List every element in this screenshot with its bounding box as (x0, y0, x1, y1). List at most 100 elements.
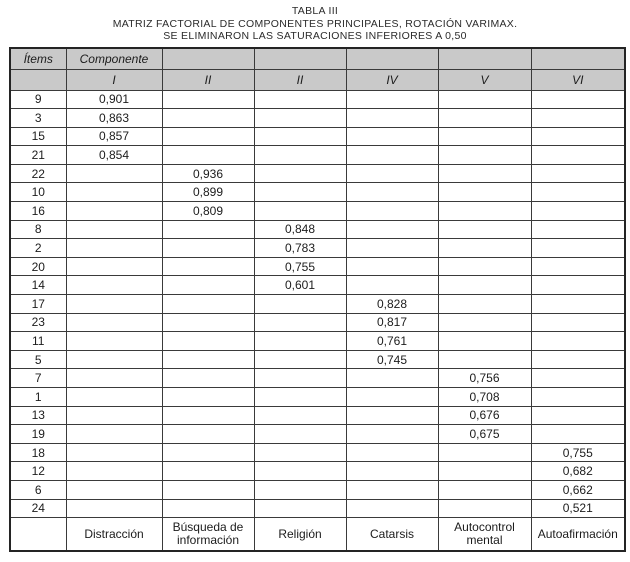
table-row: 22 0,936 (9, 163, 626, 184)
loading-value-cell (345, 145, 439, 165)
loading-value-cell (530, 256, 626, 277)
loading-value-cell (161, 145, 255, 165)
loading-value-cell (65, 182, 163, 203)
header-empty-cell (530, 47, 626, 70)
loading-value-cell (65, 201, 163, 221)
loading-value-cell (65, 163, 163, 184)
factor-matrix-table: Ítems Componente I II II IV V VI 9 0,901 3… (9, 46, 626, 553)
table-row: 10 0,899 (9, 182, 626, 203)
loading-value-cell (253, 201, 347, 221)
loading-value-cell (253, 182, 347, 203)
loading-value-cell (437, 256, 532, 277)
header-empty-cell (9, 68, 67, 91)
loading-value-cell: 0,675 (437, 424, 532, 444)
loading-value-cell (437, 182, 532, 203)
loading-value-cell: 0,899 (161, 182, 255, 203)
loading-value-cell (345, 163, 439, 184)
loading-value-cell (161, 349, 255, 370)
loading-value-cell (345, 126, 439, 147)
item-number-cell: 17 (9, 294, 67, 314)
header-empty-cell (161, 47, 255, 70)
factor-name-religion: Religión (253, 517, 347, 552)
table-row: 19 0,675 (9, 424, 626, 444)
loading-value-cell: 0,662 (530, 479, 626, 500)
loading-value-cell (530, 145, 626, 165)
loading-value-cell (345, 256, 439, 277)
loading-value-cell (530, 219, 626, 240)
loading-value-cell: 0,682 (530, 461, 626, 481)
loading-value-cell: 0,809 (161, 201, 255, 221)
loading-value-cell (65, 479, 163, 500)
item-number-cell: 9 (9, 89, 67, 110)
loading-value-cell (437, 349, 532, 370)
loading-value-cell (161, 219, 255, 240)
loading-value-cell (65, 461, 163, 481)
factor-name-catarsis: Catarsis (345, 517, 439, 552)
table-row: 18 0,755 (9, 442, 626, 463)
item-number-cell: 13 (9, 405, 67, 426)
loading-value-cell (65, 368, 163, 388)
loading-value-cell (345, 498, 439, 519)
loading-value-cell (161, 387, 255, 407)
table-row: 3 0,863 (9, 108, 626, 128)
loading-value-cell (437, 312, 532, 333)
item-number-cell: 7 (9, 368, 67, 388)
loading-value-cell (161, 498, 255, 519)
item-number-cell: 24 (9, 498, 67, 519)
header-component-3: II (253, 68, 347, 91)
item-number-cell: 10 (9, 182, 67, 203)
item-number-cell: 18 (9, 442, 67, 463)
loading-value-cell (530, 405, 626, 426)
table-row: 14 0,601 (9, 275, 626, 296)
loading-value-cell (253, 89, 347, 110)
loading-value-cell: 0,857 (65, 126, 163, 147)
item-number-cell: 2 (9, 238, 67, 258)
loading-value-cell (345, 108, 439, 128)
table-row: 13 0,676 (9, 405, 626, 426)
factor-name-autocontrol: Autocontrol mental (437, 517, 532, 552)
item-number-cell: 23 (9, 312, 67, 333)
loading-value-cell (65, 387, 163, 407)
loading-value-cell (161, 312, 255, 333)
header-componente: Componente (65, 47, 163, 70)
loading-value-cell (345, 182, 439, 203)
table-row: 21 0,854 (9, 145, 626, 165)
table-title: MATRIZ FACTORIAL DE COMPONENTES PRINCIPA… (112, 17, 518, 30)
loading-value-cell (345, 479, 439, 500)
loading-value-cell (345, 461, 439, 481)
loading-value-cell (345, 238, 439, 258)
loading-value-cell (530, 331, 626, 351)
loading-value-cell (345, 201, 439, 221)
loading-value-cell (437, 331, 532, 351)
item-number-cell: 8 (9, 219, 67, 240)
loading-value-cell (253, 349, 347, 370)
loading-value-cell (345, 219, 439, 240)
loading-value-cell: 0,863 (65, 108, 163, 128)
loading-value-cell (437, 145, 532, 165)
loading-value-cell: 0,745 (345, 349, 439, 370)
loading-value-cell (437, 442, 532, 463)
loading-value-cell (65, 498, 163, 519)
item-number-cell: 6 (9, 479, 67, 500)
loading-value-cell (161, 442, 255, 463)
loading-value-cell: 0,936 (161, 163, 255, 184)
loading-value-cell: 0,901 (65, 89, 163, 110)
loading-value-cell (253, 331, 347, 351)
loading-value-cell (437, 108, 532, 128)
loading-value-cell (253, 145, 347, 165)
loading-value-cell (253, 368, 347, 388)
loading-value-cell (345, 275, 439, 296)
header-items: Ítems (9, 47, 67, 70)
loading-value-cell (530, 349, 626, 370)
item-number-cell: 15 (9, 126, 67, 147)
loading-value-cell (65, 275, 163, 296)
header-component-1: I (65, 68, 163, 91)
loading-value-cell (437, 126, 532, 147)
loading-value-cell (437, 479, 532, 500)
loading-value-cell (253, 479, 347, 500)
table-row: 16 0,809 (9, 201, 626, 221)
loading-value-cell (253, 405, 347, 426)
loading-value-cell (253, 461, 347, 481)
factor-name-busqueda: Búsqueda de información (161, 517, 255, 552)
loading-value-cell: 0,708 (437, 387, 532, 407)
